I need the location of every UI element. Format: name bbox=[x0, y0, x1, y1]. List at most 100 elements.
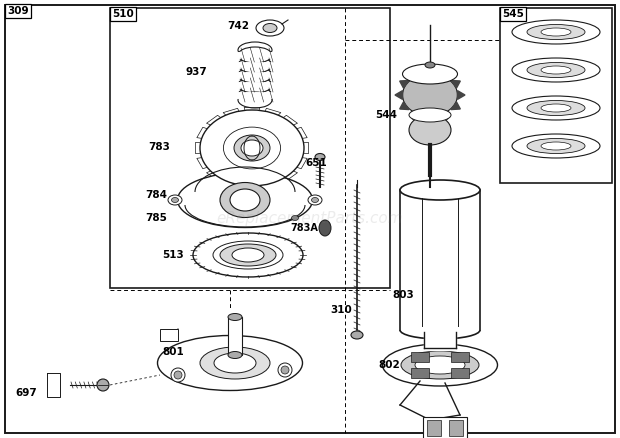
Ellipse shape bbox=[512, 20, 600, 44]
Polygon shape bbox=[439, 71, 448, 78]
Polygon shape bbox=[395, 91, 402, 99]
Polygon shape bbox=[195, 142, 203, 154]
Ellipse shape bbox=[234, 135, 270, 161]
Polygon shape bbox=[458, 91, 465, 99]
Ellipse shape bbox=[238, 42, 272, 58]
Polygon shape bbox=[451, 102, 460, 110]
Ellipse shape bbox=[409, 108, 451, 122]
Polygon shape bbox=[439, 112, 448, 119]
Text: 742: 742 bbox=[227, 21, 249, 31]
Ellipse shape bbox=[220, 244, 276, 266]
Text: 802: 802 bbox=[378, 360, 400, 370]
Polygon shape bbox=[282, 170, 298, 181]
Polygon shape bbox=[400, 190, 480, 330]
Ellipse shape bbox=[527, 63, 585, 78]
Bar bbox=[451, 368, 469, 378]
Ellipse shape bbox=[230, 189, 260, 211]
Ellipse shape bbox=[541, 142, 571, 150]
Ellipse shape bbox=[238, 57, 272, 73]
Text: 801: 801 bbox=[162, 347, 184, 357]
Text: 510: 510 bbox=[112, 9, 134, 19]
Text: 651: 651 bbox=[305, 158, 327, 168]
Bar bbox=[500, 8, 612, 183]
Ellipse shape bbox=[541, 66, 571, 74]
Ellipse shape bbox=[263, 24, 277, 32]
Polygon shape bbox=[301, 142, 309, 154]
Text: 783: 783 bbox=[148, 142, 170, 152]
Ellipse shape bbox=[402, 64, 458, 84]
Bar bbox=[449, 420, 463, 436]
Polygon shape bbox=[425, 117, 436, 123]
Ellipse shape bbox=[400, 180, 480, 200]
Polygon shape bbox=[412, 71, 421, 78]
Polygon shape bbox=[244, 107, 260, 111]
Polygon shape bbox=[197, 157, 209, 169]
Ellipse shape bbox=[291, 215, 298, 220]
Polygon shape bbox=[282, 115, 298, 126]
Text: 785: 785 bbox=[145, 213, 167, 223]
Ellipse shape bbox=[200, 110, 304, 186]
Ellipse shape bbox=[193, 233, 303, 277]
Ellipse shape bbox=[527, 138, 585, 153]
Ellipse shape bbox=[220, 183, 270, 218]
Circle shape bbox=[171, 368, 185, 382]
Polygon shape bbox=[295, 127, 307, 139]
Ellipse shape bbox=[200, 347, 270, 379]
Ellipse shape bbox=[319, 220, 331, 236]
Text: 545: 545 bbox=[502, 9, 524, 19]
Circle shape bbox=[97, 379, 109, 391]
Ellipse shape bbox=[256, 20, 284, 36]
Ellipse shape bbox=[311, 198, 319, 202]
Ellipse shape bbox=[409, 115, 451, 145]
Polygon shape bbox=[265, 180, 281, 187]
Ellipse shape bbox=[238, 87, 272, 103]
Ellipse shape bbox=[238, 67, 272, 83]
Polygon shape bbox=[265, 108, 281, 116]
Bar bbox=[110, 8, 390, 288]
Ellipse shape bbox=[238, 47, 272, 63]
Polygon shape bbox=[400, 81, 409, 88]
Polygon shape bbox=[295, 157, 307, 169]
Bar bbox=[411, 352, 429, 362]
Text: 697: 697 bbox=[15, 388, 37, 398]
Bar bbox=[427, 420, 441, 436]
Ellipse shape bbox=[315, 153, 325, 160]
Ellipse shape bbox=[177, 173, 312, 227]
Polygon shape bbox=[197, 127, 209, 139]
Polygon shape bbox=[424, 328, 456, 350]
Ellipse shape bbox=[228, 352, 242, 358]
Polygon shape bbox=[223, 180, 239, 187]
Bar bbox=[228, 317, 242, 355]
Text: 310: 310 bbox=[330, 305, 352, 315]
Ellipse shape bbox=[172, 198, 179, 202]
Ellipse shape bbox=[383, 344, 497, 386]
Ellipse shape bbox=[402, 74, 458, 116]
Ellipse shape bbox=[527, 100, 585, 116]
Ellipse shape bbox=[541, 28, 571, 36]
Text: 309: 309 bbox=[7, 6, 29, 16]
Ellipse shape bbox=[512, 96, 600, 120]
Text: 803: 803 bbox=[392, 290, 414, 300]
Polygon shape bbox=[223, 108, 239, 116]
Circle shape bbox=[174, 371, 182, 379]
Ellipse shape bbox=[228, 314, 242, 321]
Text: 544: 544 bbox=[375, 110, 397, 120]
Ellipse shape bbox=[238, 92, 272, 108]
Text: 937: 937 bbox=[185, 67, 206, 77]
Ellipse shape bbox=[351, 331, 363, 339]
Ellipse shape bbox=[214, 353, 256, 373]
Bar bbox=[423, 417, 467, 438]
Circle shape bbox=[281, 366, 289, 374]
Bar bbox=[451, 352, 469, 362]
Bar bbox=[160, 329, 178, 341]
Ellipse shape bbox=[425, 62, 435, 68]
Bar bbox=[411, 368, 429, 378]
Text: 513: 513 bbox=[162, 250, 184, 260]
Ellipse shape bbox=[168, 195, 182, 205]
Ellipse shape bbox=[157, 336, 303, 391]
Ellipse shape bbox=[541, 104, 571, 112]
Ellipse shape bbox=[241, 140, 263, 156]
Ellipse shape bbox=[401, 351, 479, 379]
Text: 783A: 783A bbox=[290, 223, 318, 233]
Ellipse shape bbox=[232, 248, 264, 262]
